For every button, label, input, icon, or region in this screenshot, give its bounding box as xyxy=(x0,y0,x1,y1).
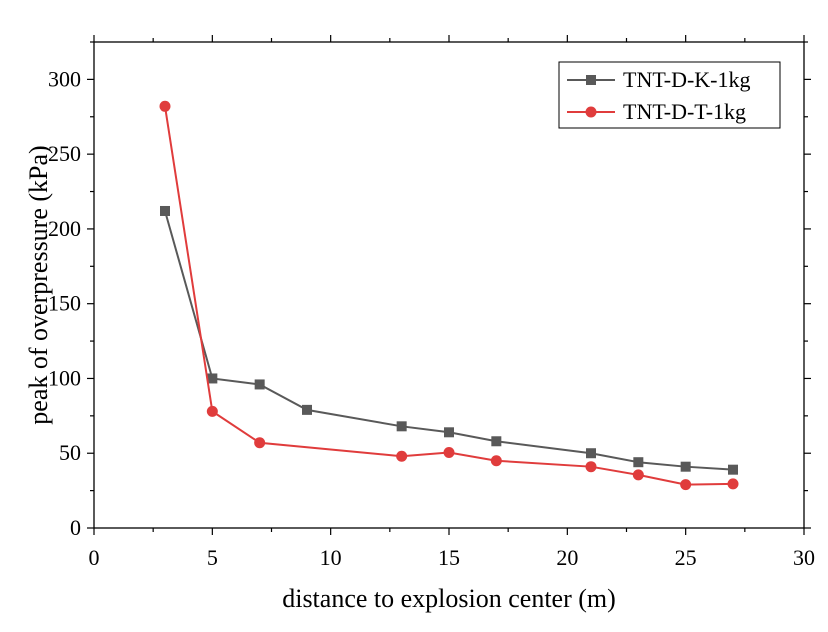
data-point-circle xyxy=(680,479,692,491)
legend: TNT-D-K-1kg TNT-D-T-1kg xyxy=(558,61,781,129)
legend-marker-circle xyxy=(585,106,597,118)
data-point-square xyxy=(728,464,738,475)
x-tick-label: 20 xyxy=(556,545,578,570)
x-tick-label: 5 xyxy=(207,545,218,570)
data-point-circle xyxy=(159,100,171,112)
y-tick-label: 200 xyxy=(48,216,81,241)
data-point-square xyxy=(491,436,502,447)
legend-label: TNT-D-K-1kg xyxy=(623,67,751,92)
y-tick-label: 300 xyxy=(48,66,81,91)
data-point-circle xyxy=(632,469,644,481)
data-point-circle xyxy=(443,446,455,458)
series-line xyxy=(164,106,734,486)
data-point-square xyxy=(680,461,691,472)
y-tick-label: 150 xyxy=(48,291,81,316)
x-tick-label: 30 xyxy=(793,545,815,570)
legend-marker-square xyxy=(586,75,596,85)
data-point-square xyxy=(586,448,596,459)
x-tick-label: 15 xyxy=(438,545,460,570)
data-point-square xyxy=(444,427,454,438)
data-point-circle xyxy=(396,450,408,462)
data-point-circle xyxy=(490,455,502,467)
data-point-square xyxy=(207,373,218,384)
y-tick-label: 100 xyxy=(48,365,81,390)
x-tick-label: 10 xyxy=(320,545,342,570)
y-tick-label: 50 xyxy=(59,440,81,465)
data-point-circle xyxy=(585,461,597,473)
data-point-circle xyxy=(254,437,266,449)
y-tick-label: 250 xyxy=(48,141,81,166)
y-axis-title: peak of overpressure (kPa) xyxy=(24,145,53,424)
y-tick-label: 0 xyxy=(70,515,81,540)
data-point-square xyxy=(633,457,644,468)
data-point-square xyxy=(254,379,265,390)
legend-label: TNT-D-T-1kg xyxy=(623,99,746,124)
data-point-square xyxy=(160,205,170,216)
x-tick-label: 25 xyxy=(675,545,697,570)
legend-box xyxy=(558,61,781,129)
data-point-square xyxy=(396,421,407,432)
series-2 xyxy=(159,100,739,491)
series-1 xyxy=(160,205,738,475)
x-axis-title: distance to explosion center (m) xyxy=(282,584,616,613)
data-point-square xyxy=(302,404,312,415)
x-tick-label: 0 xyxy=(89,545,100,570)
data-point-circle xyxy=(206,405,218,417)
series-layer xyxy=(159,100,739,491)
data-point-circle xyxy=(727,478,739,490)
